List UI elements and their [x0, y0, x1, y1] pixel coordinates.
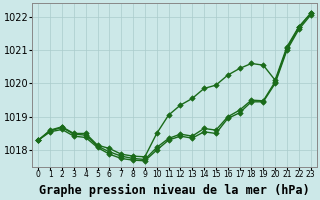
X-axis label: Graphe pression niveau de la mer (hPa): Graphe pression niveau de la mer (hPa)	[39, 183, 310, 197]
